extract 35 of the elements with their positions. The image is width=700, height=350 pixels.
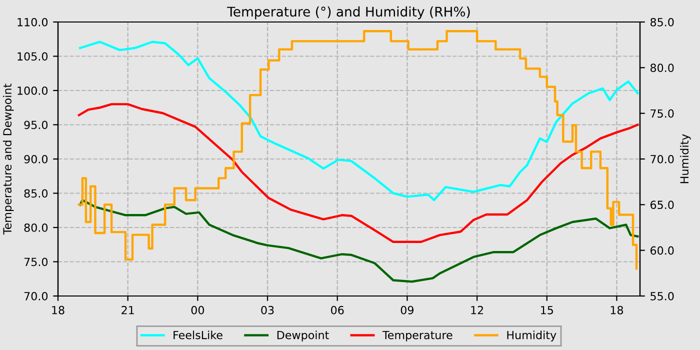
x-tick-label: 12 — [471, 306, 483, 314]
x-tick-label: 09 — [400, 306, 414, 314]
y-tick-label: 110.0 — [18, 18, 48, 26]
y-tick-label: 85.0 — [24, 189, 48, 198]
legend-label: Temperature — [382, 331, 452, 342]
x-tick-label: 18 — [610, 306, 624, 314]
y-tick-label: 90.0 — [24, 154, 48, 164]
y-tick-label: 80.0 — [24, 223, 48, 232]
y-tick-label: 75.0 — [24, 258, 48, 266]
y-tick-label: 100.0 — [18, 86, 48, 95]
x-tick-label: 00 — [191, 306, 204, 314]
x-tick-label: 06 — [331, 306, 344, 314]
line-series — [79, 198, 639, 283]
y2-axis-title: Humidity — [680, 134, 691, 184]
y2-tick-label: 65.0 — [650, 200, 674, 210]
y2-tick-label: 75.0 — [650, 109, 674, 118]
y-axis-title: Temperature and Dewpoint — [2, 84, 14, 235]
y-tick-label: 70.0 — [24, 292, 48, 300]
line-series — [78, 103, 639, 243]
x-tick-label: 21 — [122, 306, 134, 314]
x-tick-label: 15 — [541, 306, 553, 314]
y2-tick-label: 80.0 — [650, 64, 674, 72]
chart-title: Temperature (°) and Humidity (RH%) — [227, 6, 470, 20]
line-series — [79, 40, 639, 202]
y-tick-label: 95.0 — [24, 120, 48, 130]
legend-label: FeelsLike — [174, 330, 222, 340]
legend-label: Humidity — [507, 330, 556, 342]
x-tick-label: 18 — [52, 306, 64, 314]
y2-tick-label: 85.0 — [650, 18, 674, 26]
y2-tick-label: 55.0 — [650, 292, 674, 300]
y2-tick-label: 60.0 — [650, 246, 674, 255]
legend-label: Dewpoint — [277, 330, 329, 342]
y-tick-label: 105.0 — [18, 52, 48, 61]
y2-tick-label: 70.0 — [650, 154, 674, 164]
x-tick-label: 03 — [261, 306, 274, 314]
